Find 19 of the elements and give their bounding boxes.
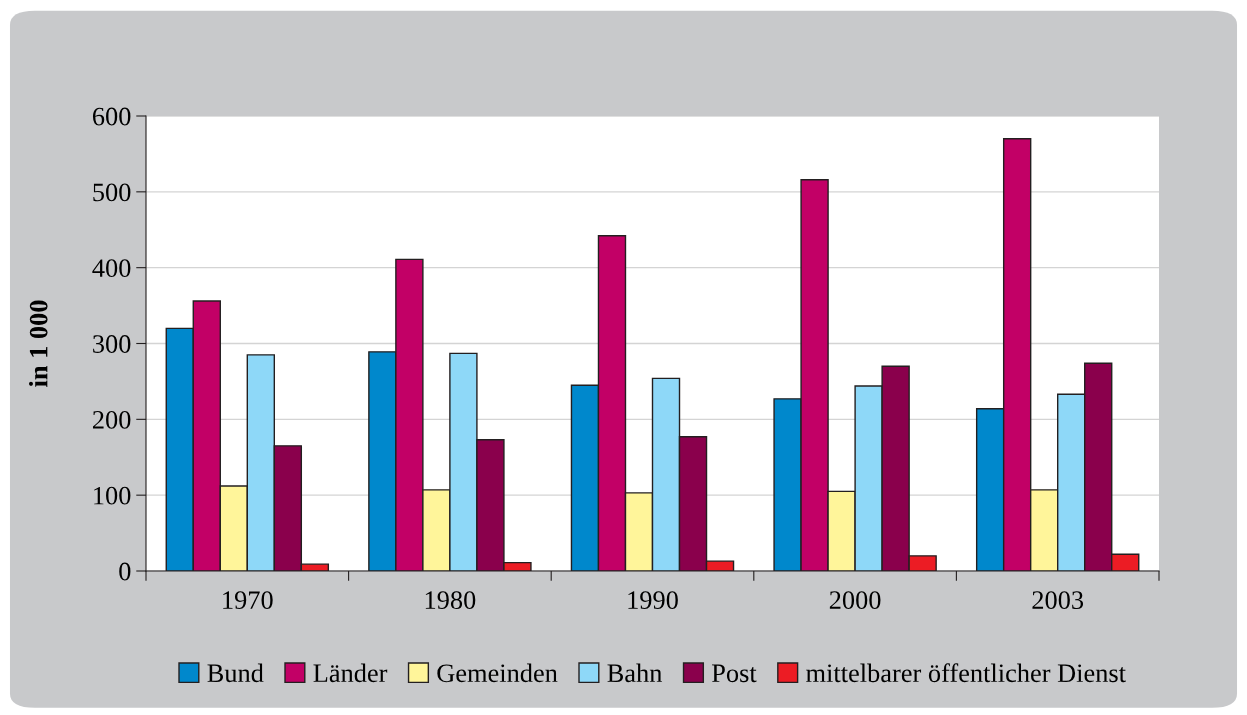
y-tick-label: 500 — [93, 183, 131, 202]
y-tick-label: 600 — [92, 107, 131, 126]
legend-label: Länder — [313, 663, 388, 683]
y-tick-label: 0 — [119, 562, 131, 581]
x-tick-label: 1990 — [628, 591, 678, 610]
y-tick-label: 300 — [93, 335, 131, 353]
legend-label: Bund — [207, 663, 264, 683]
legend-label: mittelbarer öffentlicher Dienst — [806, 663, 1126, 683]
y-tick-label: 400 — [92, 259, 131, 278]
legend-label: Gemeinden — [437, 663, 558, 683]
x-tick-label: 2003 — [1032, 591, 1084, 610]
x-tick-label: 2000 — [829, 591, 881, 610]
y-axis-title: in 1 000 — [29, 300, 48, 387]
legend-label: Post — [712, 664, 757, 683]
x-tick-label: 1970 — [223, 591, 273, 610]
y-tick-label: 200 — [92, 410, 131, 429]
y-tick-label: 100 — [94, 486, 131, 505]
legend-label: Bahn — [607, 663, 663, 683]
x-tick-label: 1980 — [425, 591, 476, 610]
